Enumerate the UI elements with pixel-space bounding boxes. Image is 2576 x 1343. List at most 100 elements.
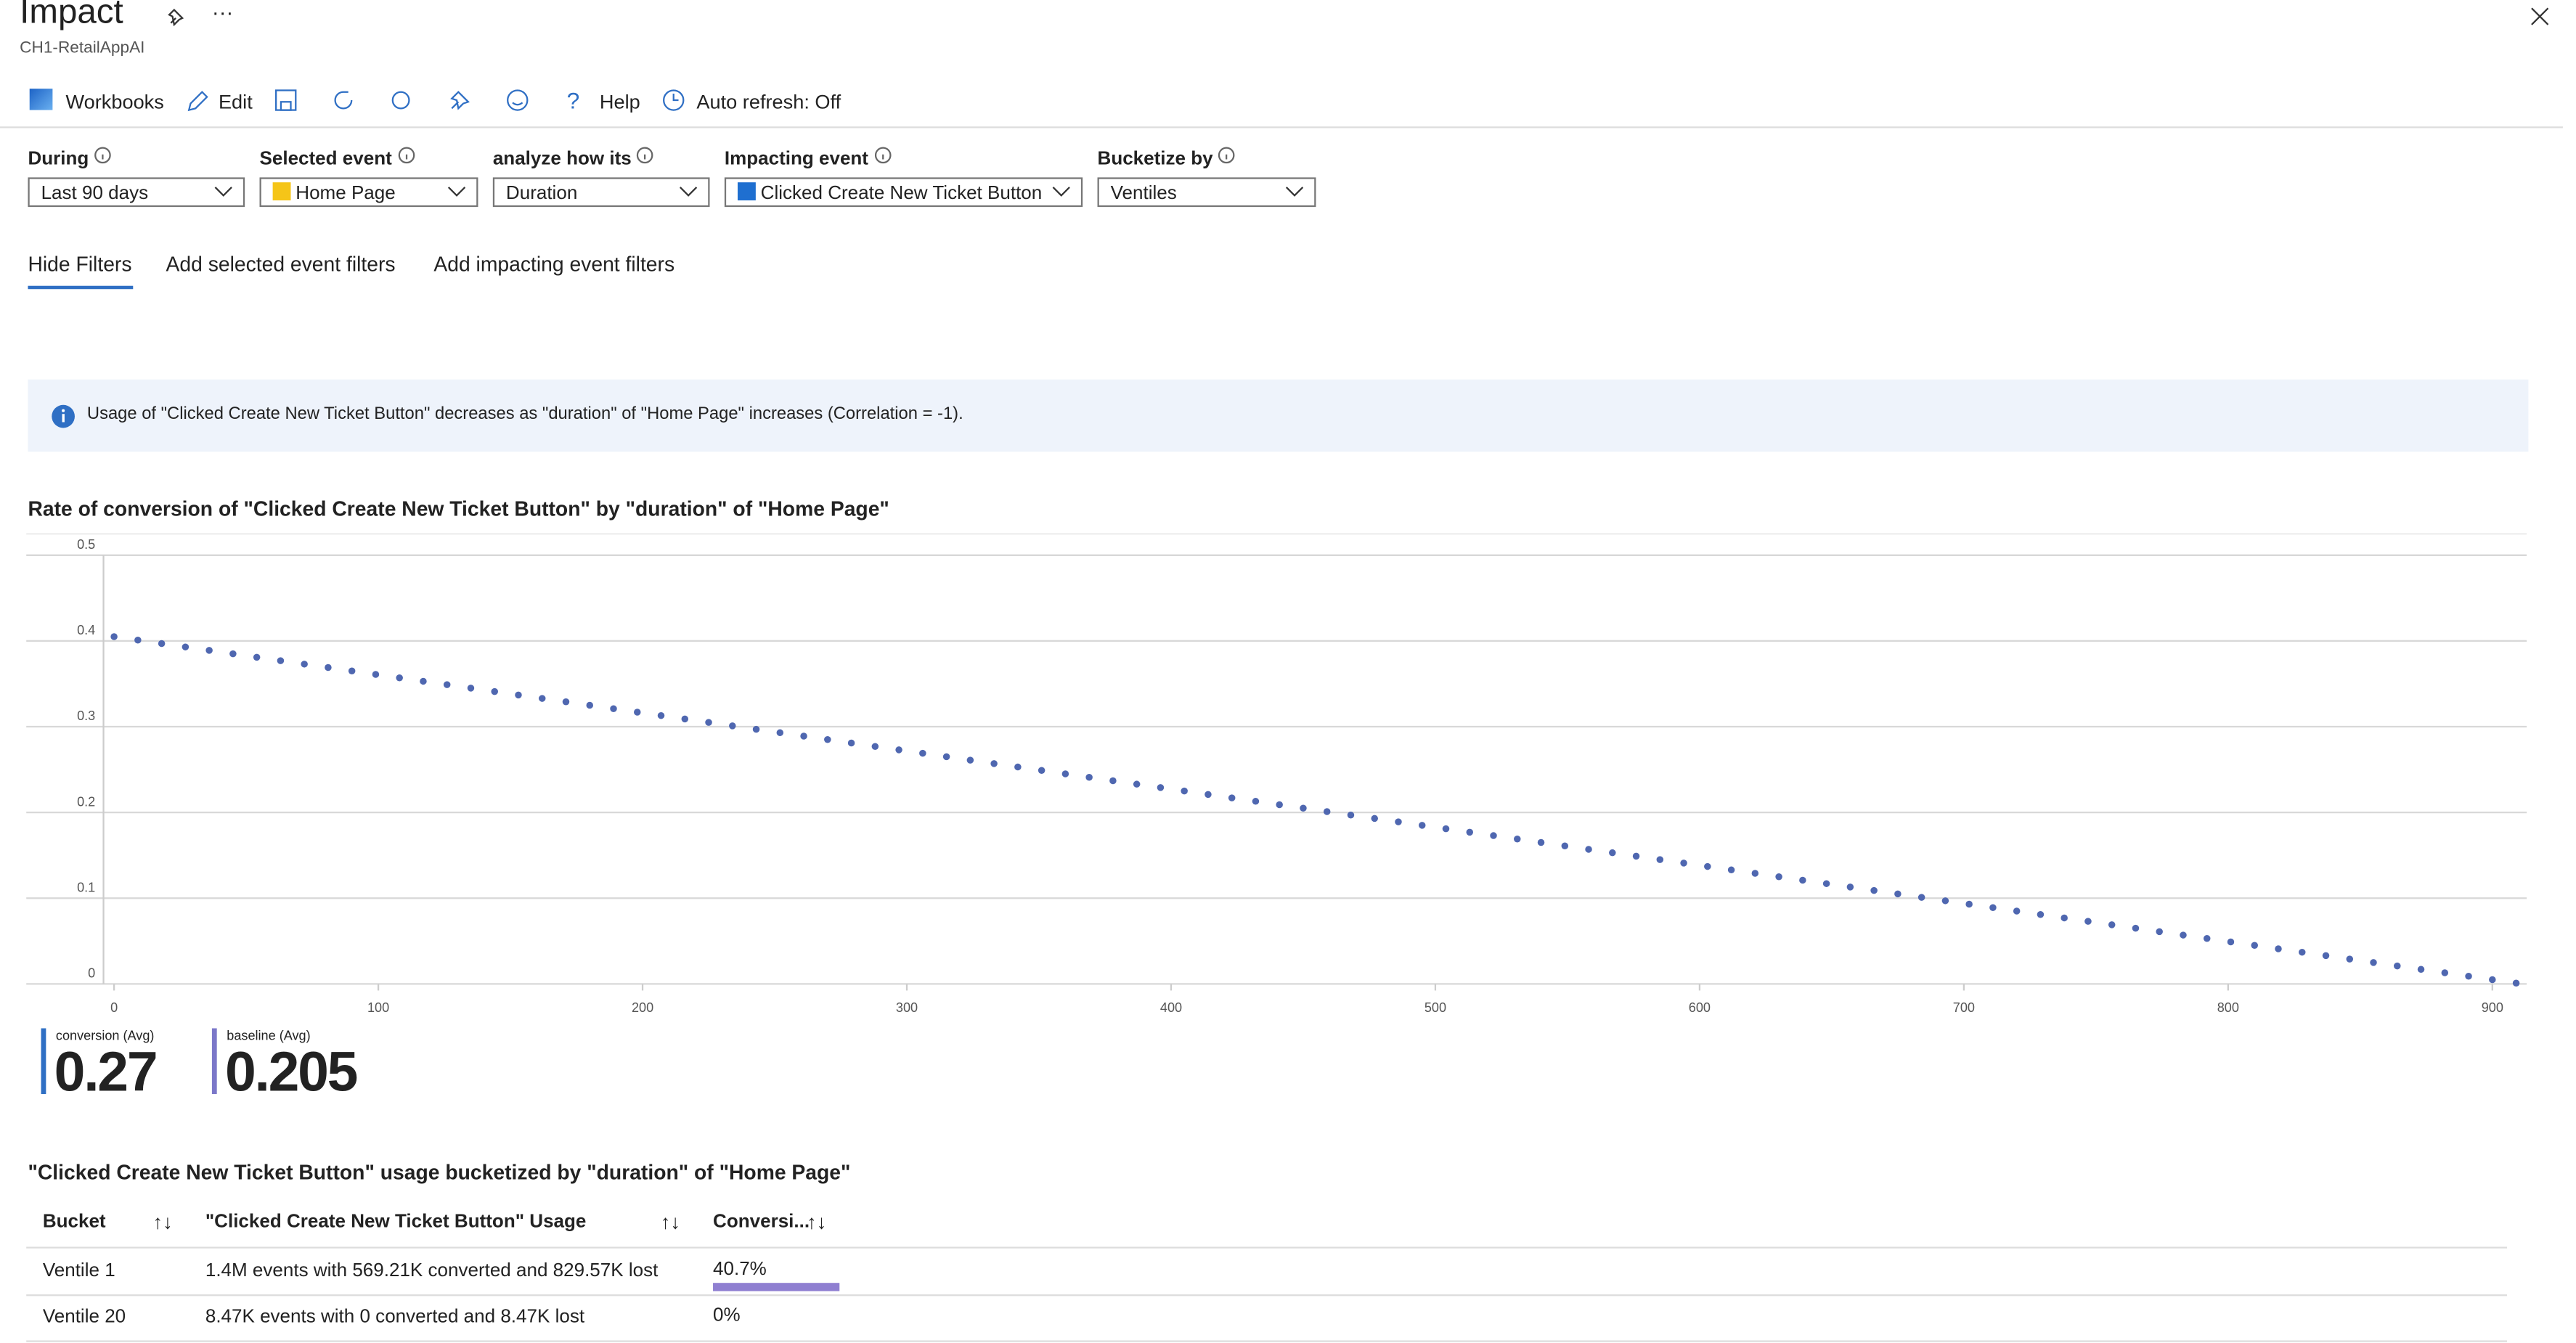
- edit-icon: [187, 91, 208, 112]
- point: [2322, 952, 2330, 960]
- point: [1371, 815, 1378, 822]
- point: [1109, 777, 1117, 785]
- point: [491, 687, 498, 695]
- param-label: Bucketize by: [1098, 146, 1236, 169]
- info-banner: [28, 379, 2529, 452]
- y-tick-label: 0.4: [77, 623, 95, 637]
- point: [372, 671, 380, 678]
- point: [1205, 791, 1212, 799]
- tab[interactable]: Hide Filters: [28, 253, 132, 277]
- dropdown[interactable]: Duration: [492, 177, 710, 208]
- sort-icon[interactable]: ↑↓: [152, 1210, 173, 1234]
- point: [1014, 763, 1022, 771]
- pin-icon[interactable]: [447, 87, 473, 113]
- save-icon[interactable]: [273, 87, 299, 113]
- toolbar-button[interactable]: Workbooks: [65, 90, 164, 114]
- point: [1846, 883, 1854, 891]
- point: [895, 746, 902, 754]
- x-tick-label: 800: [2217, 1000, 2239, 1015]
- point: [1466, 828, 1474, 836]
- point: [2299, 948, 2306, 956]
- point: [301, 661, 308, 668]
- feedback-icon[interactable]: [505, 87, 531, 113]
- x-tick-label: 400: [1160, 1000, 1182, 1015]
- point: [467, 685, 475, 692]
- point: [1799, 876, 1806, 884]
- point: [1133, 780, 1141, 788]
- sort-icon[interactable]: ↑↓: [660, 1210, 680, 1234]
- point: [443, 681, 451, 688]
- point: [277, 657, 285, 664]
- x-tick-label: 900: [2482, 1000, 2503, 1015]
- tab[interactable]: Add impacting event filters: [433, 253, 675, 277]
- point: [182, 643, 189, 650]
- close-icon[interactable]: [2528, 5, 2551, 28]
- chevron: [679, 187, 698, 197]
- point: [1276, 801, 1283, 809]
- dropdown[interactable]: Ventiles: [1097, 177, 1316, 208]
- tab[interactable]: Add selected event filters: [166, 253, 396, 277]
- cell: 40.7%: [713, 1260, 767, 1280]
- x-tick-label: 100: [367, 1000, 389, 1015]
- y-tick-label: 0.1: [77, 880, 95, 894]
- point: [2156, 928, 2163, 936]
- point: [2203, 935, 2211, 942]
- info-icon: [637, 147, 654, 164]
- column-header[interactable]: "Clicked Create New Ticket Button" Usage: [205, 1212, 587, 1233]
- point: [824, 736, 831, 743]
- dropdown-value: Last 90 days: [41, 184, 149, 204]
- point: [2465, 973, 2472, 980]
- sort-icon[interactable]: ↑↓: [807, 1210, 827, 1234]
- point: [1870, 886, 1878, 894]
- more-icon[interactable]: ···: [211, 0, 234, 25]
- point: [253, 653, 261, 661]
- share-icon[interactable]: [388, 87, 414, 113]
- point: [1323, 808, 1331, 815]
- point: [348, 667, 356, 675]
- point: [1347, 811, 1355, 819]
- point: [2251, 942, 2258, 949]
- point: [2512, 979, 2520, 987]
- point: [1228, 794, 1236, 801]
- point: [110, 633, 118, 640]
- event-swatch: [737, 182, 756, 201]
- point: [1181, 787, 1188, 795]
- cell: Ventile 20: [42, 1307, 126, 1328]
- info-icon: [94, 147, 111, 164]
- point: [2061, 914, 2068, 922]
- toolbar-button[interactable]: Edit: [218, 90, 253, 114]
- dropdown[interactable]: Last 90 days: [28, 177, 245, 208]
- point: [776, 729, 784, 737]
- toolbar-button[interactable]: Help: [599, 90, 640, 114]
- refresh-icon[interactable]: [330, 87, 356, 113]
- point: [990, 760, 998, 767]
- point: [229, 650, 237, 658]
- table-title: "Clicked Create New Ticket Button" usage…: [28, 1161, 851, 1185]
- x-tick-label: 600: [1689, 1000, 1711, 1015]
- toolbar-button[interactable]: Auto refresh: Off: [696, 90, 841, 114]
- point: [134, 636, 142, 644]
- column-header[interactable]: Bucket: [42, 1212, 106, 1233]
- point: [729, 722, 736, 730]
- point: [2417, 966, 2425, 973]
- point: [1704, 862, 1711, 870]
- tile-label: baseline (Avg): [227, 1028, 311, 1043]
- table-row: [26, 1249, 2507, 1297]
- point: [610, 705, 617, 712]
- point: [1585, 846, 1592, 853]
- x-tick-label: 0: [110, 1000, 118, 1015]
- point: [538, 695, 546, 702]
- chevron: [447, 187, 466, 197]
- point: [1632, 852, 1640, 860]
- point: [586, 701, 594, 709]
- point: [1822, 880, 1830, 887]
- point: [919, 749, 926, 757]
- point: [1418, 822, 1426, 829]
- pin-icon[interactable]: [164, 5, 187, 28]
- info-icon: [1218, 147, 1236, 164]
- dropdown[interactable]: Clicked Create New Ticket Button: [724, 177, 1083, 208]
- column-header[interactable]: Conversi...: [713, 1212, 810, 1233]
- point: [205, 647, 213, 654]
- dropdown[interactable]: Home Page: [259, 177, 478, 208]
